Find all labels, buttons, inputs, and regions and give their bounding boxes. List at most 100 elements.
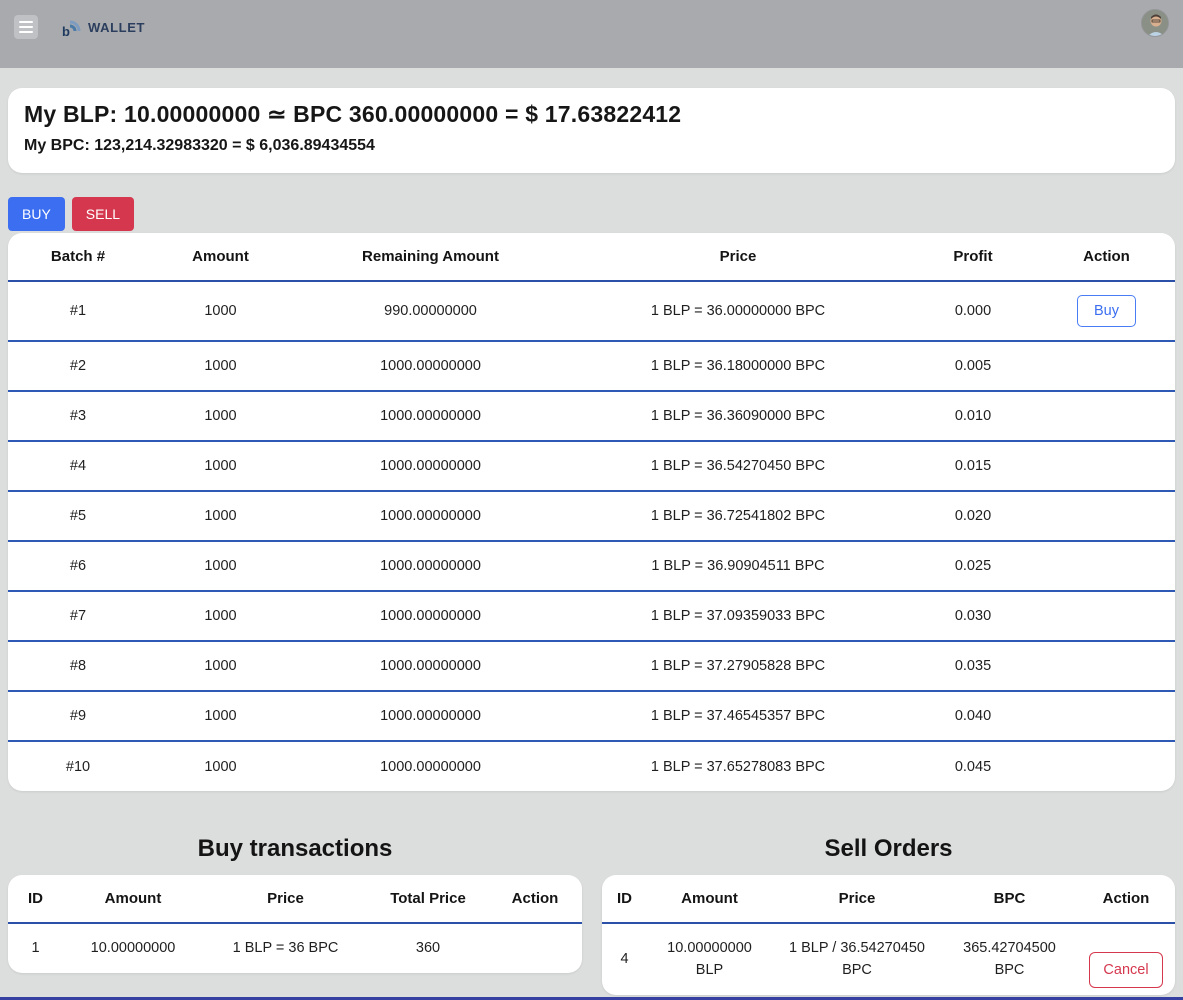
balance-card: My BLP: 10.00000000 ≃ BPC 360.00000000 =… [8, 88, 1175, 173]
balance-primary: My BLP: 10.00000000 ≃ BPC 360.00000000 =… [24, 101, 682, 127]
profit-cell: 0.025 [908, 540, 1038, 591]
bpc-cell: 365.42704500 BPC [963, 939, 1056, 978]
sell-orders-title: Sell Orders [824, 835, 953, 862]
batch-cell: #1 [69, 303, 87, 319]
price-cell: 1 BLP = 37.65278083 BPC [568, 740, 908, 791]
buy-transactions-card: ID Amount Price Total Price Action 1 10.… [8, 875, 582, 973]
profit-cell: 0.035 [908, 640, 1038, 691]
table-row: #7 1000 1000.00000000 1 BLP = 37.0935903… [8, 590, 1175, 641]
col-total: Total Price [368, 875, 488, 924]
profit-cell: 0.020 [908, 490, 1038, 541]
action-cell-empty [1038, 340, 1175, 391]
batch-cell: #9 [8, 690, 148, 741]
buy-transactions-title: Buy transactions [197, 835, 393, 862]
profit-cell: 0.010 [908, 390, 1038, 441]
table-row: 1 10.00000000 1 BLP = 36 BPC 360 [8, 923, 582, 973]
action-cell-empty [1038, 440, 1175, 491]
amount-cell: 1000 [148, 740, 293, 791]
col-remaining: Remaining Amount [293, 233, 568, 282]
sell-orders-section: Sell Orders ID Amount Price BPC Action [602, 835, 1175, 995]
price-cell: 1 BLP = 36.72541802 BPC [568, 490, 908, 541]
col-price: Price [772, 875, 942, 924]
action-cell-empty [1038, 740, 1175, 791]
profit-cell: 0.005 [908, 340, 1038, 391]
buy-transactions-table: ID Amount Price Total Price Action 1 10.… [8, 875, 582, 973]
batch-cell: #10 [8, 740, 148, 791]
action-cell: Buy [1038, 281, 1175, 341]
col-price: Price [568, 233, 908, 282]
action-cell-empty [1038, 540, 1175, 591]
remaining-cell: 1000.00000000 [293, 740, 568, 791]
batch-cell: #3 [8, 390, 148, 441]
amount-cell: 1000 [148, 440, 293, 491]
price-cell: 1 BLP = 36.00000000 BPC [650, 303, 826, 319]
avatar[interactable] [1141, 9, 1169, 37]
buy-transactions-section: Buy transactions ID Amount Price Total P… [8, 835, 582, 995]
tab-buy-button[interactable]: BUY [8, 197, 65, 231]
profit-cell: 0.045 [908, 740, 1038, 791]
remaining-cell: 1000.00000000 [293, 540, 568, 591]
action-cell-empty [488, 923, 582, 973]
wallet-logo[interactable]: b WALLET [60, 16, 146, 39]
sell-orders-table: ID Amount Price BPC Action 4 10.00000000… [602, 875, 1175, 995]
table-row: #2 1000 1000.00000000 1 BLP = 36.1800000… [8, 340, 1175, 391]
table-row: #5 1000 1000.00000000 1 BLP = 36.7254180… [8, 490, 1175, 541]
price-cell: 1 BLP = 36.36090000 BPC [568, 390, 908, 441]
col-action: Action [1077, 875, 1175, 924]
col-id: ID [602, 875, 647, 924]
table-row: #8 1000 1000.00000000 1 BLP = 37.2790582… [8, 640, 1175, 691]
amount-cell: 10.00000000 [90, 939, 176, 956]
col-batch: Batch # [8, 233, 148, 282]
price-cell: 1 BLP = 36.90904511 BPC [568, 540, 908, 591]
table-row: 4 10.00000000 BLP 1 BLP / 36.54270450 BP… [602, 923, 1175, 995]
tab-bar: BUY SELL [8, 197, 1175, 231]
tab-sell-button[interactable]: SELL [71, 197, 135, 231]
col-action: Action [1038, 233, 1175, 282]
bottom-rule [0, 997, 1183, 1000]
profit-cell: 0.040 [908, 690, 1038, 741]
batch-cell: #2 [8, 340, 148, 391]
table-row: #3 1000 1000.00000000 1 BLP = 36.3609000… [8, 390, 1175, 441]
price-cell: 1 BLP = 37.27905828 BPC [568, 640, 908, 691]
remaining-cell: 1000.00000000 [293, 390, 568, 441]
sell-orders-header-row: ID Amount Price BPC Action [602, 875, 1175, 924]
amount-cell: 1000 [148, 540, 293, 591]
price-cell: 1 BLP = 36.18000000 BPC [568, 340, 908, 391]
remaining-cell: 1000.00000000 [293, 690, 568, 741]
table-row: #10 1000 1000.00000000 1 BLP = 37.652780… [8, 740, 1175, 791]
price-cell: 1 BLP / 36.54270450 BPC [789, 939, 925, 978]
col-bpc: BPC [942, 875, 1077, 924]
batch-cell: #6 [8, 540, 148, 591]
id-cell: 4 [620, 950, 629, 967]
col-profit: Profit [908, 233, 1038, 282]
amount-cell: 1000 [148, 390, 293, 441]
action-cell-empty [1038, 590, 1175, 641]
amount-cell: 1000 [148, 690, 293, 741]
remaining-cell: 1000.00000000 [293, 440, 568, 491]
table-row: #4 1000 1000.00000000 1 BLP = 36.5427045… [8, 440, 1175, 491]
amount-cell: 1000 [204, 303, 237, 319]
batches-header-row: Batch # Amount Remaining Amount Price Pr… [8, 233, 1175, 282]
sell-orders-card: ID Amount Price BPC Action 4 10.00000000… [602, 875, 1175, 995]
amount-cell: 1000 [148, 640, 293, 691]
id-cell: 1 [31, 939, 40, 956]
balance-secondary: My BPC: 123,214.32983320 = $ 6,036.89434… [24, 137, 375, 154]
amount-cell: 1000 [148, 590, 293, 641]
menu-icon[interactable] [14, 15, 38, 39]
batches-card: Batch # Amount Remaining Amount Price Pr… [8, 233, 1175, 791]
cancel-button[interactable]: Cancel [1089, 952, 1163, 989]
profit-cell: 0.015 [908, 440, 1038, 491]
remaining-cell: 1000.00000000 [293, 590, 568, 641]
action-cell-empty [1038, 390, 1175, 441]
app-title: WALLET [88, 19, 146, 35]
amount-cell: 10.00000000 BLP [667, 939, 752, 978]
batch-cell: #4 [8, 440, 148, 491]
profit-cell: 0.030 [908, 590, 1038, 641]
col-action: Action [488, 875, 582, 924]
batches-table: Batch # Amount Remaining Amount Price Pr… [8, 233, 1175, 791]
col-amount: Amount [647, 875, 772, 924]
action-cell-empty [1038, 640, 1175, 691]
price-cell: 1 BLP = 36 BPC [232, 939, 339, 956]
buy-button[interactable]: Buy [1077, 295, 1136, 327]
batch-cell: #8 [8, 640, 148, 691]
